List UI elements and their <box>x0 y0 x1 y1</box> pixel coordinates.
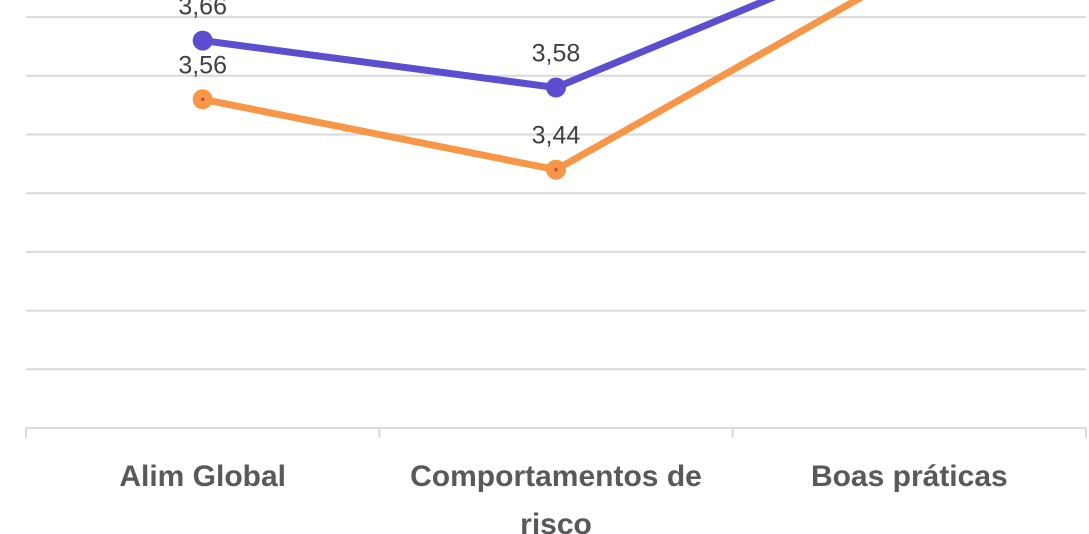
x-tick-label: Comportamentos de risco <box>410 460 702 534</box>
category-labels: Alim Global Comportamentos de risco Boas pr… <box>119 460 1007 534</box>
data-label: 3,44 <box>532 122 581 150</box>
data-point-center <box>200 97 205 102</box>
x-axis <box>25 427 1087 438</box>
x-tick-label: Boas práticas <box>811 460 1008 493</box>
data-point-center <box>554 167 558 172</box>
data-point <box>192 30 213 51</box>
x-tick-label: Alim Global <box>119 460 286 493</box>
data-point <box>546 77 566 98</box>
data-label: 3,56 <box>178 51 227 79</box>
data-label: 3,66 <box>178 0 227 21</box>
series-points <box>192 30 566 180</box>
data-label: 3,58 <box>532 40 581 68</box>
data-labels: 3,563,443,783,663,583,83 <box>178 0 581 150</box>
gridlines <box>26 16 1086 371</box>
